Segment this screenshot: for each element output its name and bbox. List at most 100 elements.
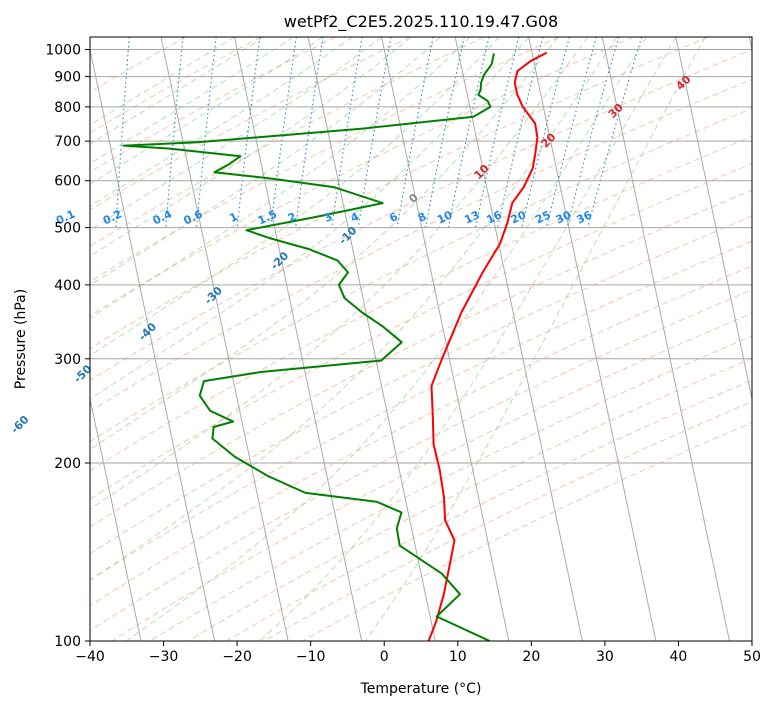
x-tick-label: 40 [670, 649, 688, 665]
mixing-ratio-label: 20 [509, 208, 529, 226]
moist-adiabat-label: 20 [539, 130, 559, 150]
background-lines [0, 37, 752, 641]
mixing-ratio-line [447, 37, 490, 228]
isotherm [601, 37, 730, 641]
x-tick-label: −20 [222, 649, 252, 665]
x-tick-label: −10 [296, 649, 326, 665]
dry-adiabat [90, 265, 752, 607]
y-axis-label: Pressure (hPa) [13, 289, 29, 389]
dry-adiabat [90, 240, 752, 581]
mixing-ratio-label: 36 [575, 208, 595, 226]
dry-adiabat [90, 48, 752, 381]
isotherm [90, 396, 142, 641]
mixing-ratio-line [475, 37, 520, 228]
dry-adiabat [90, 37, 187, 93]
mixing-ratio-label: 4 [349, 210, 362, 225]
reference-line-labels: -100-90-80-70-60-50-40-30-20-100.10.20.4… [8, 73, 693, 437]
dewpoint-line [122, 53, 495, 641]
mixing-ratio-label: 30 [554, 208, 574, 226]
y-tick-label: 500 [54, 221, 81, 237]
moist-adiabat [364, 37, 706, 641]
y-tick-label: 100 [54, 634, 81, 650]
x-tick-label: −40 [75, 649, 105, 665]
moist-adiabat [90, 37, 588, 510]
dry-adiabat [263, 401, 752, 641]
isotherm [528, 37, 657, 641]
mixing-ratio-line [357, 37, 392, 228]
moist-adiabat-label: 30 [606, 101, 626, 121]
moist-adiabat [90, 37, 412, 257]
isotherm [675, 37, 752, 402]
mixing-ratio-line [270, 37, 297, 228]
y-tick-label: 900 [54, 70, 81, 86]
isotherm [0, 37, 67, 641]
isotherm [90, 47, 216, 641]
mixing-ratio-line [295, 37, 324, 228]
moist-adiabat [90, 37, 382, 231]
dry-adiabat [90, 78, 752, 412]
chart-title: wetPf2_C2E5.2025.110.19.47.G08 [284, 12, 558, 32]
x-tick-label: 0 [380, 649, 389, 665]
dry-adiabat [149, 335, 752, 641]
moist-adiabat [90, 37, 441, 286]
temperature-line [427, 51, 548, 641]
moist-adiabat [90, 37, 294, 165]
moist-adiabat [90, 37, 559, 451]
mixing-ratio-line [115, 37, 130, 228]
x-axis-label: Temperature (°C) [360, 681, 482, 697]
mixing-ratio-label: 0.6 [182, 207, 205, 227]
x-tick-label: 20 [522, 649, 540, 665]
dry-adiabat [90, 37, 261, 134]
mixing-ratio-label: 6 [387, 210, 400, 225]
mixing-ratio-label: 16 [484, 208, 504, 226]
y-axis: 1000 900 800 700 600 500 400 300 200 100 [45, 43, 90, 650]
dry-adiabat [90, 37, 411, 211]
dry-adiabat [90, 37, 634, 317]
x-tick-label: 30 [596, 649, 614, 665]
dry-adiabat [187, 357, 752, 641]
mixing-ratio-label: 10 [435, 208, 455, 226]
dry-adiabat-label: -20 [268, 249, 291, 272]
moist-adiabat [90, 37, 618, 581]
mixing-ratio-label: 25 [533, 208, 552, 226]
isotherm [454, 37, 583, 641]
dry-adiabat [90, 37, 560, 283]
dry-adiabat [90, 163, 752, 500]
y-tick-label: 400 [54, 278, 81, 294]
y-tick-label: 700 [54, 134, 81, 150]
isotherm [381, 37, 510, 641]
mixing-ratio-line [566, 37, 620, 228]
pressure-gridlines [90, 49, 752, 641]
x-axis: −40 −30 −20 −10 0 10 20 30 40 50 [75, 641, 761, 665]
y-tick-label: 200 [54, 456, 81, 472]
dry-adiabat [90, 215, 752, 555]
sounding-profiles [122, 51, 548, 641]
dry-adiabat-label: -30 [202, 284, 225, 307]
mixing-ratio-line [396, 37, 434, 228]
moist-adiabat [90, 37, 323, 185]
isotherm [307, 37, 436, 641]
mixing-ratio-line [236, 37, 261, 228]
dry-adiabat [111, 312, 752, 641]
y-tick-label: 600 [54, 174, 81, 190]
y-tick-label: 1000 [45, 43, 81, 59]
moist-adiabat [90, 37, 471, 319]
mixing-ratio-line [69, 37, 79, 228]
moist-adiabat [90, 37, 235, 126]
mixing-ratio-label: 0.4 [151, 207, 174, 227]
x-tick-label: −30 [149, 649, 179, 665]
moist-adiabat [90, 37, 265, 145]
moist-adiabat [126, 37, 647, 641]
mixing-ratio-line [425, 37, 465, 228]
dry-adiabat [225, 379, 752, 641]
dry-adiabat [90, 37, 336, 173]
mixing-ratio-label: 1 [227, 210, 239, 225]
mixing-ratio-line [587, 37, 643, 228]
mixing-ratio-line [196, 37, 217, 228]
moist-adiabat-label: 0 [406, 191, 421, 206]
plot-frame [89, 36, 753, 642]
dry-adiabat [90, 189, 752, 528]
mixing-ratio-line [331, 37, 363, 228]
mixing-ratio-line [545, 37, 598, 228]
dry-adiabat-label: -60 [8, 413, 31, 436]
